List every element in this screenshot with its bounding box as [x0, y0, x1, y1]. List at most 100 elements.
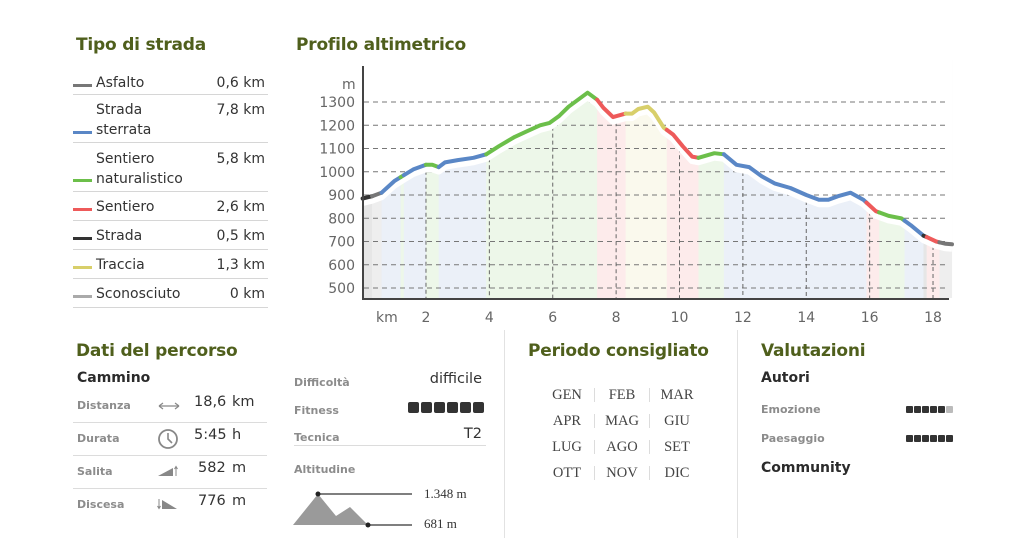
technique-value: T2: [463, 426, 482, 442]
month-separator: [594, 414, 595, 428]
svg-text:6: 6: [548, 310, 557, 326]
month-ago: AGO: [606, 438, 638, 455]
road-type-legend: Asfalto 0,6 km Strada sterrata 7,8 km Se…: [73, 72, 268, 308]
month-row: GEN FEB MAR: [540, 382, 710, 408]
fitness-row: Fitness: [294, 397, 486, 423]
stat-label: Distanza: [77, 399, 131, 412]
road-type-value: 7,8 km: [216, 102, 265, 118]
altitude-label: Altitudine: [294, 463, 356, 476]
elevation-profile-chart[interactable]: m km 500 600 700 800 900 1000 1100 1200 1300 2 4 6…: [0, 0, 1024, 340]
month-ott: OTT: [552, 464, 582, 481]
month-separator: [649, 388, 650, 402]
month-feb: FEB: [608, 386, 636, 403]
stat-unit: m: [232, 460, 247, 476]
column-divider: [737, 330, 738, 538]
technique-label: Tecnica: [294, 431, 340, 444]
road-type-label: Sconosciuto: [96, 286, 181, 302]
month-separator: [649, 414, 650, 428]
road-type-label: Strada: [96, 102, 143, 118]
rating-dot: [930, 435, 937, 442]
rating-dot: [946, 435, 953, 442]
technique-row: Tecnica T2: [294, 424, 486, 446]
road-type-label: Sentiero: [96, 199, 155, 215]
stat-value: 5:45: [194, 427, 227, 443]
road-type-value: 5,8 km: [216, 151, 265, 167]
month-mar: MAR: [660, 386, 694, 403]
stat-label: Salita: [77, 465, 113, 478]
x-tick-labels: 2 4 6 8 10 12 14 16 18: [422, 310, 942, 326]
fitness-dot: [473, 402, 484, 413]
rating-dot: [906, 406, 913, 413]
fitness-dot: [434, 402, 445, 413]
ratings-community-label[interactable]: Community: [761, 460, 851, 476]
rating-label: Paesaggio: [761, 432, 825, 445]
profile-line: [360, 90, 954, 247]
legend-swatch-asfalto: [73, 84, 92, 87]
svg-text:1100: 1100: [319, 142, 355, 158]
svg-text:800: 800: [328, 211, 355, 227]
stat-value: 776: [198, 493, 226, 509]
route-data-subtitle: Cammino: [77, 370, 151, 386]
road-type-label: Traccia: [96, 257, 145, 273]
month-separator: [649, 466, 650, 480]
month-dic: DIC: [664, 464, 690, 481]
stat-row-duration: Durata 5:45 h: [73, 422, 267, 456]
x-axis-unit: km: [376, 310, 398, 326]
legend-swatch-sconosciuto: [73, 295, 92, 298]
ratings-authors-label: Autori: [761, 370, 810, 386]
stat-row-descent: Discesa 776 m: [73, 488, 267, 521]
fitness-dot: [408, 402, 419, 413]
month-row: OTT NOV DIC: [540, 460, 710, 486]
ratings-title: Valutazioni: [761, 341, 866, 361]
rating-dot: [922, 435, 929, 442]
difficulty-label: Difficoltà: [294, 376, 350, 389]
area-mask: [362, 55, 953, 249]
svg-text:700: 700: [328, 235, 355, 251]
legend-swatch-sentiero-naturalistico: [73, 179, 92, 182]
fitness-label: Fitness: [294, 404, 339, 417]
road-type-label: Asfalto: [96, 75, 145, 91]
legend-swatch-sentiero: [73, 208, 92, 211]
profile-halo: [361, 93, 953, 252]
svg-text:12: 12: [734, 310, 752, 326]
stat-unit: km: [232, 394, 255, 410]
stat-row-ascent: Salita 582 m: [73, 455, 267, 489]
month-separator: [594, 466, 595, 480]
svg-text:4: 4: [485, 310, 494, 326]
road-type-value: 0,5 km: [216, 228, 265, 244]
month-lug: LUG: [552, 438, 582, 455]
rating-row-emozione: Emozione: [761, 397, 953, 421]
column-divider: [504, 330, 505, 538]
month-row: LUG AGO SET: [540, 434, 710, 460]
svg-text:10: 10: [671, 310, 689, 326]
month-separator: [594, 440, 595, 454]
stat-row-distance: Distanza 18,6 km: [73, 389, 267, 423]
month-giu: GIU: [664, 412, 690, 429]
svg-text:2: 2: [422, 310, 431, 326]
route-data-title: Dati del percorso: [76, 341, 238, 361]
rating-dots: [906, 435, 953, 442]
season-title: Periodo consigliato: [528, 341, 709, 361]
stat-value: 582: [198, 460, 226, 476]
road-type-value: 2,6 km: [216, 199, 265, 215]
road-type-label: Strada: [96, 228, 143, 244]
max-altitude-value: 1.348 m: [424, 486, 467, 501]
fitness-rating-dots: [408, 402, 484, 413]
svg-text:1000: 1000: [319, 165, 355, 181]
month-nov: NOV: [606, 464, 638, 481]
month-grid: GEN FEB MAR APR MAG GIU LUG AGO SET OTT …: [540, 382, 710, 486]
month-apr: APR: [552, 412, 582, 429]
road-type-row: Strada 0,5 km: [73, 221, 268, 250]
svg-text:1200: 1200: [319, 118, 355, 134]
rating-dot: [938, 406, 945, 413]
clock-icon: [157, 428, 181, 449]
fitness-dot: [460, 402, 471, 413]
stat-value: 18,6: [194, 394, 227, 410]
legend-swatch-strada: [73, 237, 92, 240]
rating-dot: [938, 435, 945, 442]
road-types-title: Tipo di strada: [76, 35, 207, 55]
min-altitude-value: 681 m: [424, 516, 457, 531]
arrows-horizontal-icon: [157, 395, 181, 415]
month-separator: [594, 388, 595, 402]
difficulty-row: Difficoltà difficile: [294, 369, 486, 395]
